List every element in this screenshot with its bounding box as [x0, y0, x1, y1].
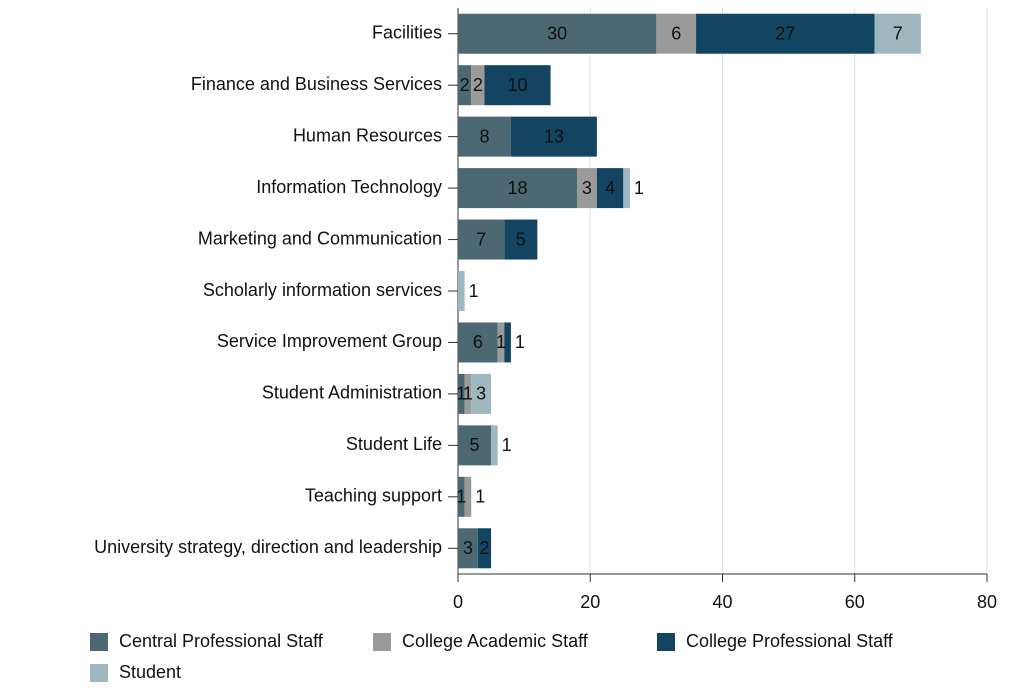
value-label: 13 [544, 126, 564, 146]
value-label: 5 [516, 229, 526, 249]
y-tick-label: Student Administration [262, 383, 442, 403]
y-tick-label: Service Improvement Group [217, 331, 442, 351]
bar-segment [484, 65, 551, 106]
bar-segment [504, 322, 511, 363]
bar-segment [458, 65, 472, 106]
y-tick-label: University strategy, direction and leade… [94, 537, 442, 557]
x-tick-label: 60 [845, 592, 865, 612]
legend-label: College Academic Staff [402, 631, 589, 651]
bar-segment [458, 168, 578, 209]
bar-segment [458, 476, 465, 517]
bar-segment [504, 219, 538, 260]
y-tick-label: Marketing and Communication [198, 228, 442, 248]
value-label: 1 [456, 487, 466, 507]
bar-segment [458, 271, 465, 311]
y-tick-label: Human Resources [293, 125, 442, 145]
bar-segment [510, 116, 597, 157]
bar-segment [458, 528, 478, 569]
legend-label: Central Professional Staff [119, 631, 324, 651]
y-tick-label: Information Technology [256, 177, 442, 197]
value-label: 2 [460, 75, 470, 95]
bar-segment [577, 168, 597, 209]
value-label: 6 [671, 23, 681, 43]
value-label: 10 [507, 75, 527, 95]
value-label: 8 [479, 126, 489, 146]
bar-segment [458, 116, 511, 157]
bar-segment [471, 65, 485, 106]
value-label: 1 [496, 332, 506, 352]
value-label: 7 [893, 23, 903, 43]
bar-segment [458, 373, 465, 414]
value-label: 3 [582, 178, 592, 198]
value-label: 1 [634, 178, 644, 198]
value-label: 4 [605, 178, 615, 198]
value-label: 1 [463, 384, 473, 404]
legend-swatch [373, 633, 391, 651]
value-label: 7 [476, 229, 486, 249]
value-label: 18 [507, 178, 527, 198]
x-tick-label: 0 [453, 592, 463, 612]
bar-segment [497, 322, 505, 363]
x-tick-label: 20 [580, 592, 600, 612]
bar-segment [491, 425, 498, 466]
x-tick-label: 40 [712, 592, 732, 612]
y-tick-label: Student Life [346, 434, 442, 454]
bar-segment [477, 528, 492, 569]
value-label: 1 [469, 281, 479, 301]
value-label: 1 [515, 332, 525, 352]
value-label: 1 [502, 435, 512, 455]
bar-segment [458, 425, 492, 466]
value-label: 3 [463, 538, 473, 558]
x-tick-label: 80 [977, 592, 997, 612]
value-label: 6 [473, 332, 483, 352]
y-tick-label: Teaching support [305, 486, 442, 506]
bar-segment [656, 13, 697, 54]
value-label: 3 [476, 384, 486, 404]
bar-segment [464, 476, 472, 517]
value-label: 27 [775, 23, 795, 43]
value-label: 30 [547, 23, 567, 43]
value-label: 2 [473, 75, 483, 95]
legend-swatch [90, 633, 108, 651]
bar-segment [458, 219, 505, 260]
value-label: 2 [479, 538, 489, 558]
bar-segment [623, 168, 630, 209]
value-label: 5 [470, 435, 480, 455]
bar-segment [596, 168, 624, 209]
legend-label: Student [119, 662, 181, 682]
bar-segment [458, 13, 657, 54]
y-tick-label: Scholarly information services [203, 280, 442, 300]
value-label: 1 [456, 384, 466, 404]
bar-segment [458, 322, 498, 363]
legend-swatch [657, 633, 675, 651]
y-tick-label: Finance and Business Services [191, 74, 442, 94]
y-tick-label: Facilities [372, 22, 442, 42]
bar-segment [696, 13, 875, 54]
bar-segment [471, 373, 492, 414]
bar-segment [464, 373, 472, 414]
legend-label: College Professional Staff [686, 631, 894, 651]
value-label: 1 [475, 487, 485, 507]
bar-segment [874, 13, 921, 54]
legend-swatch [90, 664, 108, 682]
